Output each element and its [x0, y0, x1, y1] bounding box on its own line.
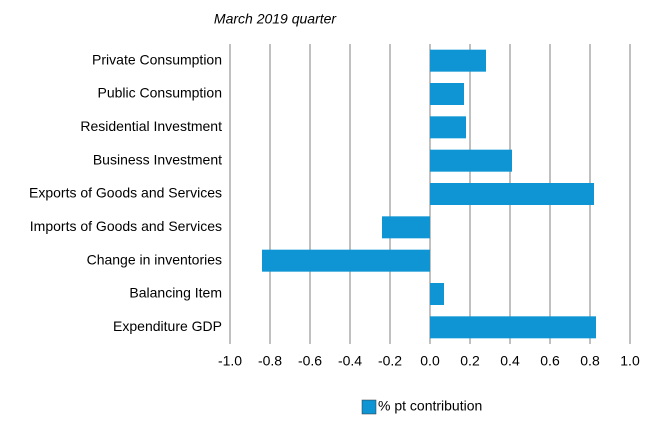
- bar: [430, 283, 444, 305]
- legend-label: % pt contribution: [378, 398, 482, 414]
- bar: [430, 116, 466, 139]
- legend-swatch: [361, 399, 377, 415]
- x-tick-label: -0.8: [258, 353, 282, 369]
- x-tick-label: -0.4: [338, 353, 362, 369]
- x-tick-label: 0.6: [540, 353, 560, 369]
- bar: [382, 216, 430, 239]
- bar: [430, 183, 594, 205]
- x-tick-label: 0.4: [500, 353, 520, 369]
- y-tick-label: Change in inventories: [87, 251, 222, 267]
- x-tick-label: 0.8: [580, 353, 600, 369]
- y-tick-label: Business Investment: [93, 151, 222, 167]
- y-tick-label: Residential Investment: [80, 118, 222, 134]
- y-tick-label: Private Consumption: [92, 51, 222, 67]
- x-tick-label: 0.2: [460, 353, 480, 369]
- bar: [430, 83, 464, 105]
- y-tick-label: Balancing Item: [129, 285, 222, 301]
- bar: [430, 49, 486, 72]
- y-tick-label: Expenditure GDP: [113, 318, 222, 334]
- y-tick-label: Imports of Goods and Services: [30, 218, 222, 234]
- bar: [430, 149, 512, 172]
- y-tick-label: Public Consumption: [97, 85, 222, 101]
- x-tick-label: 0.0: [420, 353, 440, 369]
- chart-title: March 2019 quarter: [214, 11, 338, 27]
- bar: [430, 316, 596, 339]
- x-tick-label: -0.2: [378, 353, 402, 369]
- x-tick-label: 1.0: [620, 353, 640, 369]
- x-tick-label: -1.0: [218, 353, 242, 369]
- bar: [262, 249, 430, 272]
- y-tick-label: Exports of Goods and Services: [29, 185, 222, 201]
- x-tick-label: -0.6: [298, 353, 322, 369]
